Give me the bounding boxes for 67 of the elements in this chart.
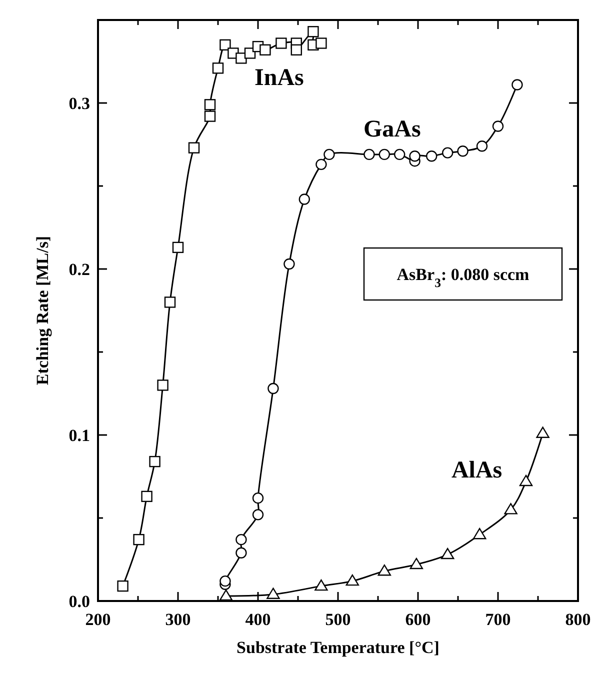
point xyxy=(476,140,488,152)
point xyxy=(141,490,152,502)
point xyxy=(149,456,160,468)
point xyxy=(519,474,533,486)
point xyxy=(316,158,327,170)
point xyxy=(410,558,423,570)
point xyxy=(220,39,231,50)
x-tick-label: 700 xyxy=(485,610,511,629)
x-tick-label: 300 xyxy=(165,610,191,629)
x-tick-label: 600 xyxy=(405,610,431,629)
point xyxy=(346,574,359,586)
point xyxy=(441,548,454,560)
point xyxy=(512,79,523,90)
point xyxy=(252,509,264,520)
point xyxy=(284,258,295,270)
point xyxy=(268,382,279,394)
point xyxy=(442,147,454,158)
point xyxy=(504,503,518,514)
y-tick-label: 0.2 xyxy=(68,260,90,279)
point xyxy=(426,150,438,162)
point xyxy=(133,534,144,546)
point xyxy=(220,575,231,587)
point xyxy=(204,110,216,122)
point xyxy=(236,52,247,64)
x-tick-label: 200 xyxy=(85,610,111,629)
point xyxy=(492,120,504,132)
point xyxy=(314,579,328,591)
point xyxy=(298,194,310,205)
annotation: AsBr$_{3}$: 0.080 sccm xyxy=(396,265,530,290)
point xyxy=(117,580,128,592)
point xyxy=(378,564,391,576)
point xyxy=(188,142,200,154)
point xyxy=(219,589,233,601)
x-tick-label: 800 xyxy=(565,610,591,629)
y-axis-title: Etching Rate [ML/s] xyxy=(33,236,52,386)
point xyxy=(409,150,420,162)
point xyxy=(378,148,390,160)
point xyxy=(252,492,264,504)
point xyxy=(212,62,224,74)
point xyxy=(394,148,406,160)
point xyxy=(157,380,168,391)
y-tick-label: 0.1 xyxy=(68,426,90,445)
y-tick-label: 0.0 xyxy=(68,592,90,611)
point xyxy=(236,534,247,546)
point xyxy=(276,38,287,49)
point xyxy=(308,26,319,38)
x-axis-title: Substrate Temperature [°C] xyxy=(236,638,440,657)
point xyxy=(236,547,247,558)
point xyxy=(164,296,176,308)
point xyxy=(204,99,216,110)
series-label: InAs xyxy=(254,65,304,92)
series-label: AlAs xyxy=(451,457,502,484)
series-label: GaAs xyxy=(364,116,421,143)
point xyxy=(364,148,375,160)
point xyxy=(457,146,468,157)
point xyxy=(172,242,184,254)
point xyxy=(290,44,302,56)
point xyxy=(260,44,271,56)
point xyxy=(316,38,327,49)
x-tick-label: 400 xyxy=(245,610,271,629)
point xyxy=(324,148,335,160)
y-tick-label: 0.3 xyxy=(68,94,90,113)
point xyxy=(473,528,486,540)
point xyxy=(266,588,280,599)
point xyxy=(244,48,256,59)
x-tick-label: 500 xyxy=(325,610,351,629)
point xyxy=(536,426,550,438)
